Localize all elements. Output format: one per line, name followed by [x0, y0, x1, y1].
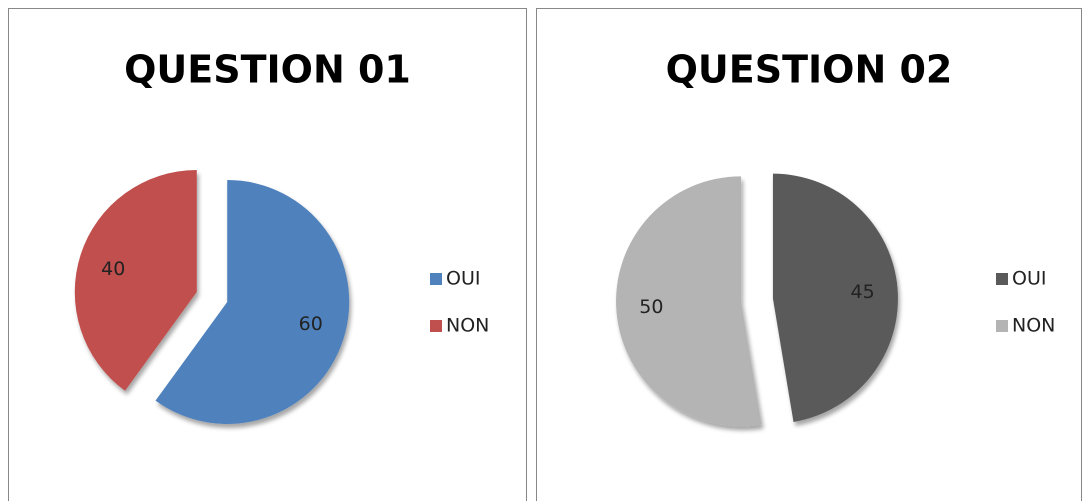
pie-slice [616, 176, 762, 427]
legend-swatch [430, 320, 442, 332]
data-label: 60 [299, 313, 323, 335]
data-label: 45 [851, 281, 875, 303]
legend-label: OUI [1012, 268, 1046, 290]
pie-slice [772, 173, 898, 422]
chart-title: QUESTION 01 [124, 48, 411, 92]
legend-swatch [430, 273, 442, 285]
legend-label: NON [446, 315, 489, 337]
pie-slice [155, 179, 350, 424]
legend-label: OUI [446, 268, 480, 290]
data-label: 50 [639, 296, 663, 318]
legend-swatch [996, 320, 1008, 332]
pie-slice [74, 170, 197, 391]
chart-title: QUESTION 02 [666, 48, 953, 92]
legend-label: NON [1012, 315, 1055, 337]
data-label: 40 [101, 258, 125, 280]
legend-swatch [996, 273, 1008, 285]
